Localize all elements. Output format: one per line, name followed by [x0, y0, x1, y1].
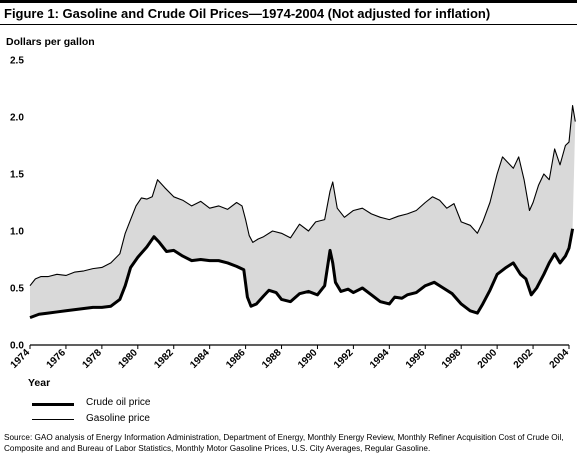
- y-tick-label-5: 2.5: [10, 56, 24, 67]
- x-tick-label-2: 1978: [80, 347, 104, 371]
- price-spread-area: [30, 105, 576, 318]
- x-tick-label-5: 1984: [188, 347, 212, 371]
- gasoline-price-line: [29, 105, 576, 287]
- y-tick-label-0: 0.0: [10, 341, 24, 352]
- source-note: Source: GAO analysis of Energy Informati…: [4, 433, 564, 453]
- legend-label-gasoline: Gasoline price: [86, 413, 150, 424]
- y-tick-label-4: 2.0: [10, 113, 24, 124]
- x-tick-label-13: 2000: [476, 347, 500, 371]
- legend-swatch-gasoline: [32, 419, 74, 420]
- x-tick-label-4: 1982: [152, 347, 176, 371]
- x-tick-label-9: 1992: [332, 347, 356, 371]
- x-axis-label: Year: [28, 377, 51, 389]
- x-tick-label-6: 1986: [224, 347, 248, 371]
- x-tick-label-3: 1980: [116, 347, 140, 371]
- x-tick-label-7: 1988: [260, 347, 284, 371]
- x-tick-label-1: 1976: [45, 347, 69, 371]
- y-axis-label: Dollars per gallon: [6, 36, 95, 48]
- y-tick-label-2: 1.0: [10, 227, 24, 238]
- x-tick-label-15: 2004: [548, 347, 572, 371]
- x-tick-label-12: 1998: [440, 347, 464, 371]
- x-tick-label-11: 1996: [404, 347, 428, 371]
- crude-oil-price-line: [29, 228, 575, 320]
- y-tick-label-1: 0.5: [10, 284, 24, 295]
- x-tick-label-8: 1990: [296, 347, 320, 371]
- x-tick-label-10: 1994: [368, 347, 392, 371]
- x-tick-label-14: 2002: [512, 347, 536, 371]
- legend-swatch-crude: [32, 403, 74, 406]
- title-bar: Figure 1: Gasoline and Crude Oil Prices—…: [0, 0, 577, 25]
- chart-title: Figure 1: Gasoline and Crude Oil Prices—…: [4, 6, 491, 21]
- legend-label-crude: Crude oil price: [86, 397, 151, 408]
- y-tick-label-3: 1.5: [10, 170, 24, 181]
